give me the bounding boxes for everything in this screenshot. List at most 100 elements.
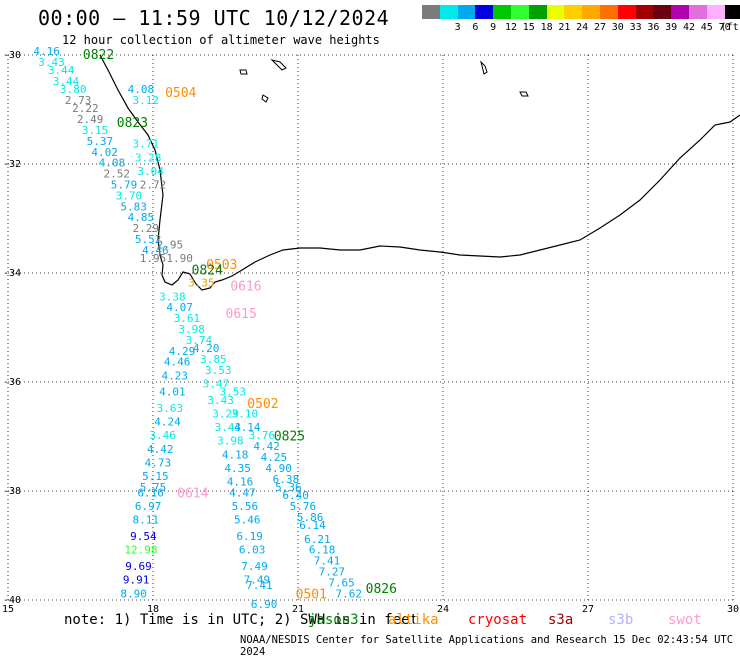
legend-swatch [422,5,440,19]
legend-label: 12 [504,22,518,33]
pass-id-label: 0504 [165,86,196,101]
wave-height-value: 6.14 [299,519,326,532]
wave-height-value: 4.42 [147,443,174,456]
wave-height-value: 3.74 [186,334,213,347]
legend-label: 33 [629,22,642,33]
legend-swatch [582,5,600,19]
wave-height-value: 1.95 [140,252,167,265]
legend-label: 27 [593,22,607,33]
pass-id-label: 0826 [366,582,397,597]
wave-height-value: 2.52 [104,168,131,181]
wave-height-value: 5.79 [111,179,138,192]
wave-height-value: 7.49 [241,560,268,573]
wave-height-value: 2.49 [77,113,104,126]
y-tick-label: -30 [3,50,21,61]
wave-height-value: 5.37 [87,135,114,148]
wave-height-value: 3.46 [149,429,176,442]
wave-height-value: 3.98 [217,435,244,448]
legend-swatch [635,5,654,19]
legend-swatch [600,5,618,19]
wave-height-value: 4.46 [164,356,191,369]
wave-height-value: 3.47 [203,377,230,390]
pass-id-label: 0824 [192,263,223,278]
y-tick-label: -32 [3,159,21,170]
y-tick-label: -34 [3,268,21,279]
x-tick-label: 24 [437,604,449,615]
island-outline [270,59,287,71]
x-tick-label: 18 [147,604,159,615]
wave-height-value: 3.53 [220,386,247,399]
pass-id-label: 0502 [247,397,278,412]
wave-height-value: 3.43 [38,56,65,69]
legend-label: 9 [490,22,497,33]
wave-height-value: 3.53 [205,364,232,377]
wave-height-value: 5.86 [297,511,324,524]
mission-legend-item: jason3 [308,612,359,628]
pass-id-label: 0822 [83,48,114,63]
legend-label: (ft) [720,22,740,33]
pass-id-label: 0503 [206,258,237,273]
wave-height-value: 7.62 [336,587,363,600]
wave-height-value: 4.42 [253,440,280,453]
legend-label: 30 [611,22,624,33]
pass-id-label: 0823 [117,116,148,131]
mission-legend-item: s3a [548,612,574,628]
wave-height-value: 3.80 [60,83,87,96]
legend-label: 39 [665,22,678,33]
wave-height-value: 4.07 [166,301,193,314]
legend-label: 45 [700,22,713,33]
legend-label: 3 [454,22,461,33]
legend-swatch [724,5,740,19]
wave-height-value: 3.85 [200,353,227,366]
graticule [7,54,734,601]
wave-height-value: 4.01 [159,386,186,399]
island-outline [261,94,269,103]
wave-height-value: 3.15 [82,124,109,137]
wave-height-value: 7.41 [246,579,273,592]
wave-height-value: 7.65 [328,576,355,589]
wave-height-value: 3.10 [232,407,259,420]
wave-height-value: 3.61 [174,312,201,325]
map-title: 00:00 – 11:59 UTC 10/12/2024 [38,6,390,30]
legend-label: 42 [682,22,696,33]
legend-swatch [564,5,583,19]
legend-label: 18 [540,22,553,33]
mission-legend-item: s3b [608,612,634,628]
wave-height-value: 8.90 [120,587,147,600]
pass-id-label: 0614 [177,487,208,502]
wave-height-value: 5.46 [234,514,261,527]
y-tick-label: -40 [3,595,21,606]
wave-height-value: 9.91 [123,574,150,587]
legend-swatch [511,5,529,19]
wave-height-value: 6.16 [137,486,164,499]
legend-swatch [439,5,458,19]
wave-height-value: 3.71 [133,138,160,151]
wave-height-value: 4.02 [91,146,118,159]
y-tick-label: -38 [3,486,21,497]
y-tick-label: -36 [3,377,21,388]
wave-height-value: 4.35 [224,462,251,475]
wave-height-value: 2.29 [133,222,160,235]
wave-height-value: 3.76 [249,429,276,442]
wave-height-value: 3.12 [133,94,160,107]
island-outline [519,91,529,97]
wave-height-value: 6.40 [282,489,309,502]
x-tick-label: 21 [292,604,304,615]
wave-height-value: 6.18 [309,544,336,557]
mission-legend-item: swot [668,612,702,628]
wave-height-value: 3.70 [116,189,143,202]
wave-height-value: 3.63 [157,402,184,415]
wave-height-value: 6.03 [239,544,266,557]
legend-swatch [617,5,636,19]
wave-height-value: 3.28 [135,151,162,164]
wave-height-value: 4.16 [33,45,60,58]
wave-height-value: 7.41 [314,555,341,568]
legend-swatch [546,5,565,19]
legend-swatch [671,5,689,19]
wave-height-value: 1.90 [166,252,193,265]
legend-label: 6 [472,22,479,33]
wave-height-value: 8.11 [133,514,160,527]
wave-height-value: 3.98 [178,323,205,336]
legend-swatch [653,5,672,19]
